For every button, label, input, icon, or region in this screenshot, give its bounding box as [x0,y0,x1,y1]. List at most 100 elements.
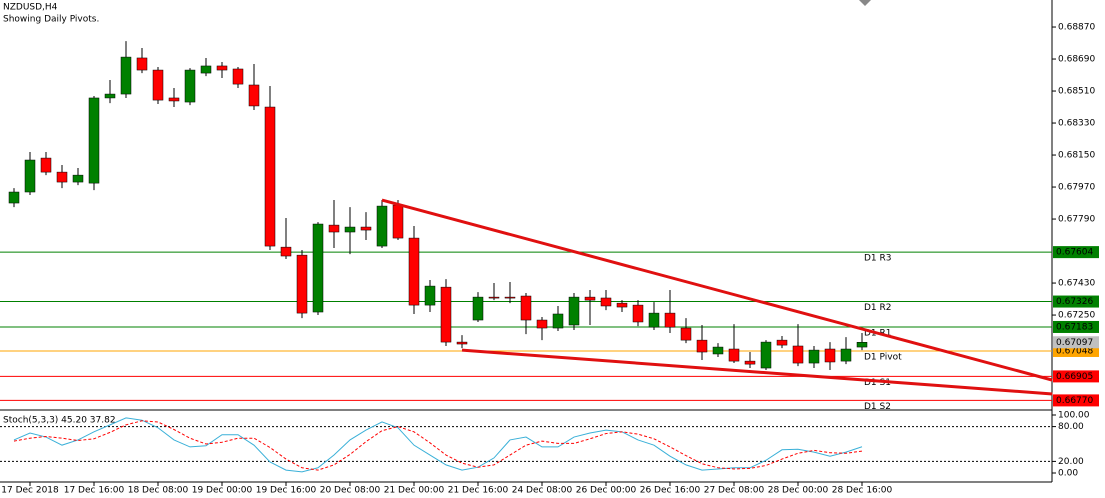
candle-body [312,223,324,313]
indicator-line [13,420,863,471]
candle-body [248,84,260,107]
pivot-value-label: 0.67604 [1056,248,1093,258]
x-tick-label: 21 Dec 16:00 [448,486,509,496]
trendline [381,198,1053,382]
candle-body [344,226,356,233]
candle-body [840,348,852,362]
x-tick-label: 28 Dec 16:00 [832,486,893,496]
candle-body [824,348,836,363]
candle-body [664,312,676,328]
candle-body [760,341,772,369]
candle-body [88,97,100,184]
x-tick-label: 18 Dec 08:00 [128,486,189,496]
x-tick-label: 19 Dec 16:00 [256,486,317,496]
candle-body [488,296,500,299]
x-tick-label: 26 Dec 16:00 [640,486,701,496]
candle-body [200,65,212,74]
y-tick-label: 0.68690 [1058,55,1095,65]
candle-body [120,56,132,95]
candle-body [72,174,84,183]
x-tick-label: 19 Dec 00:00 [192,486,253,496]
pivot-name: D1 R3 [864,254,892,264]
pivot-value-label: 0.67183 [1056,322,1093,332]
indicator-tick-label: 80.00 [1058,422,1084,432]
pivot-value-label: 0.67048 [1056,346,1093,356]
indicator-tick-label: 100.00 [1058,411,1090,421]
price-box [1053,295,1099,308]
pivot-name: D1 S2 [864,402,891,412]
chart-title: NZDUSD,H4 [3,3,58,13]
candle-body [280,246,292,257]
candle-body [728,348,740,362]
y-tick-label: 0.68870 [1058,23,1095,33]
candle-body [296,254,308,314]
indicator-label: Stoch(5,3,3) 45.20 37.82 [3,416,116,426]
pivot-name: D1 S1 [864,378,891,388]
candle-body [440,286,452,343]
pivot-value-label: 0.66905 [1056,372,1093,382]
pivot-name: D1 R2 [864,303,892,313]
candle-body [136,57,148,71]
candle-body [472,296,484,321]
candle-body [456,341,468,345]
x-tick-label: 17 Dec 16:00 [64,486,125,496]
candle-body [264,106,276,247]
current-price-box [1053,336,1099,349]
indicator-tick-label: 0.00 [1058,469,1078,479]
candle-body [856,342,868,348]
candle-body [520,295,532,321]
candle-body [744,360,756,365]
candle-body [504,296,516,299]
candle-body [648,312,660,328]
x-tick-label: 26 Dec 00:00 [576,486,637,496]
candle-body [56,171,68,183]
candle-body [328,224,340,233]
candle-body [408,237,420,306]
candle-body [552,313,564,329]
price-box [1053,394,1099,407]
candle-body [168,97,180,102]
candle-body [216,65,228,71]
price-box [1053,370,1099,383]
x-tick-label: 21 Dec 00:00 [384,486,445,496]
y-tick-label: 0.67430 [1058,279,1095,289]
candle-body [24,159,36,193]
candle-body [792,345,804,364]
candle-body [232,68,244,85]
pivot-value-label: 0.66770 [1056,396,1093,406]
y-tick-label: 0.67970 [1058,183,1095,193]
x-tick-label: 17 Dec 2018 [1,486,59,496]
indicator-tick-label: 20.00 [1058,457,1084,467]
y-tick-label: 0.67790 [1058,215,1095,225]
y-tick-label: 0.68330 [1058,119,1095,129]
y-tick-label: 0.68510 [1058,87,1095,97]
x-tick-label: 20 Dec 08:00 [320,486,381,496]
x-tick-label: 28 Dec 00:00 [768,486,829,496]
candle-body [40,157,52,173]
candle-body [424,285,436,306]
candle-body [680,327,692,341]
y-tick-label: 0.68150 [1058,151,1095,161]
shift-marker [859,0,871,6]
candle-body [696,339,708,353]
chart-subtitle: Showing Daily Pivots. [3,15,99,25]
candle-body [536,319,548,329]
indicator-line [13,417,863,473]
price-box [1053,320,1099,333]
candle-body [568,296,580,326]
candle-body [632,304,644,323]
candle-body [712,346,724,355]
candle-body [776,339,788,346]
x-tick-label: 27 Dec 08:00 [704,486,765,496]
candle-body [360,226,372,231]
current-price-label: 0.67097 [1056,338,1093,348]
y-tick-label: 0.67250 [1058,311,1095,321]
x-tick-label: 24 Dec 08:00 [512,486,573,496]
price-box [1053,246,1099,259]
candle-body [616,302,628,308]
trendline [461,348,1053,396]
candle-body [392,204,404,239]
candle-body [8,191,20,204]
